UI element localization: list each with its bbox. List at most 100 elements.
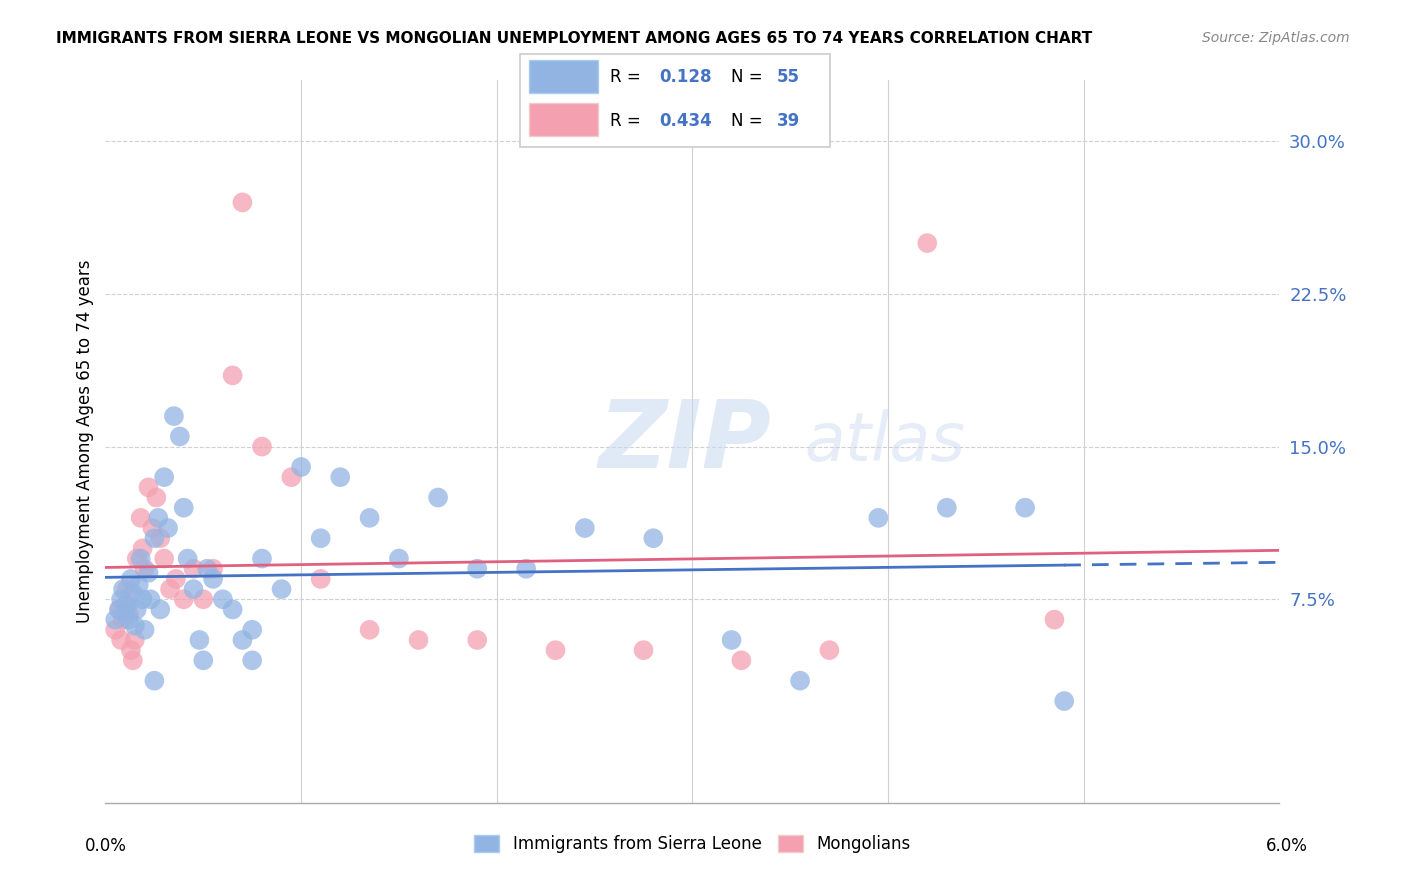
Point <box>515 562 537 576</box>
Point <box>250 551 273 566</box>
Text: 0.434: 0.434 <box>659 112 713 130</box>
Text: ZIP: ZIP <box>599 395 772 488</box>
Point <box>129 511 152 525</box>
Point <box>114 599 136 613</box>
Point <box>309 531 332 545</box>
Text: R =: R = <box>610 68 645 86</box>
Point <box>118 607 141 621</box>
Point <box>134 623 156 637</box>
Text: 55: 55 <box>778 68 800 86</box>
Point <box>159 582 181 596</box>
Point <box>110 592 132 607</box>
Legend: Immigrants from Sierra Leone, Mongolians: Immigrants from Sierra Leone, Mongolians <box>468 828 917 860</box>
Point <box>309 572 332 586</box>
Point <box>211 592 233 607</box>
Point <box>145 491 167 505</box>
Point <box>149 531 172 545</box>
Point <box>125 602 148 616</box>
Point <box>114 607 136 621</box>
Point <box>231 195 253 210</box>
Point <box>329 470 352 484</box>
Text: 39: 39 <box>778 112 800 130</box>
Point <box>280 470 302 484</box>
Point <box>730 653 752 667</box>
FancyBboxPatch shape <box>520 54 830 147</box>
Point <box>141 521 163 535</box>
Point <box>120 572 142 586</box>
Point <box>270 582 292 596</box>
Point <box>165 572 187 586</box>
Text: Source: ZipAtlas.com: Source: ZipAtlas.com <box>1202 31 1350 45</box>
Point <box>120 643 142 657</box>
Text: atlas: atlas <box>804 409 965 475</box>
Text: 6.0%: 6.0% <box>1265 837 1308 855</box>
Point <box>188 632 211 647</box>
Point <box>231 632 253 647</box>
Point <box>720 632 742 647</box>
Text: 0.128: 0.128 <box>659 68 711 86</box>
Point <box>129 551 152 566</box>
Point <box>818 643 841 657</box>
Point <box>173 500 195 515</box>
Point <box>574 521 596 535</box>
Point <box>633 643 655 657</box>
Point <box>359 511 381 525</box>
Point <box>221 602 243 616</box>
Point <box>643 531 665 545</box>
Point <box>108 602 131 616</box>
Point <box>359 623 381 637</box>
Point <box>544 643 567 657</box>
Point <box>138 480 160 494</box>
Y-axis label: Unemployment Among Ages 65 to 74 years: Unemployment Among Ages 65 to 74 years <box>76 260 94 624</box>
Text: 0.0%: 0.0% <box>84 837 127 855</box>
Point <box>183 562 205 576</box>
Point <box>250 440 273 454</box>
Point <box>121 653 143 667</box>
Point <box>195 562 218 576</box>
Point <box>427 491 450 505</box>
Point <box>169 429 191 443</box>
Point <box>789 673 811 688</box>
Point <box>157 521 180 535</box>
Point <box>173 592 195 607</box>
Point <box>408 632 430 647</box>
Point <box>183 582 205 596</box>
Point <box>112 613 135 627</box>
Text: IMMIGRANTS FROM SIERRA LEONE VS MONGOLIAN UNEMPLOYMENT AMONG AGES 65 TO 74 YEARS: IMMIGRANTS FROM SIERRA LEONE VS MONGOLIA… <box>56 31 1092 46</box>
Point <box>202 562 225 576</box>
Point <box>465 632 488 647</box>
Text: R =: R = <box>610 112 645 130</box>
Point <box>104 613 127 627</box>
Point <box>1053 694 1076 708</box>
Point <box>143 531 166 545</box>
Point <box>131 592 153 607</box>
Point <box>118 613 141 627</box>
FancyBboxPatch shape <box>530 60 598 93</box>
Point <box>1043 613 1066 627</box>
Point <box>153 551 176 566</box>
Point <box>1014 500 1036 515</box>
Point <box>176 551 198 566</box>
FancyBboxPatch shape <box>530 103 598 136</box>
Point <box>128 578 150 592</box>
Point <box>110 632 132 647</box>
Point <box>465 562 488 576</box>
Point <box>124 632 146 647</box>
Point <box>917 236 939 251</box>
Point <box>104 623 127 637</box>
Point <box>134 562 156 576</box>
Point <box>121 586 143 600</box>
Point <box>193 592 215 607</box>
Point <box>124 618 146 632</box>
Text: N =: N = <box>731 68 768 86</box>
Point <box>240 653 263 667</box>
Point <box>935 500 957 515</box>
Point <box>163 409 186 423</box>
Point <box>202 572 225 586</box>
Point <box>131 541 153 556</box>
Point <box>112 582 135 596</box>
Point <box>221 368 243 383</box>
Point <box>138 566 160 580</box>
Point <box>139 592 162 607</box>
Point <box>240 623 263 637</box>
